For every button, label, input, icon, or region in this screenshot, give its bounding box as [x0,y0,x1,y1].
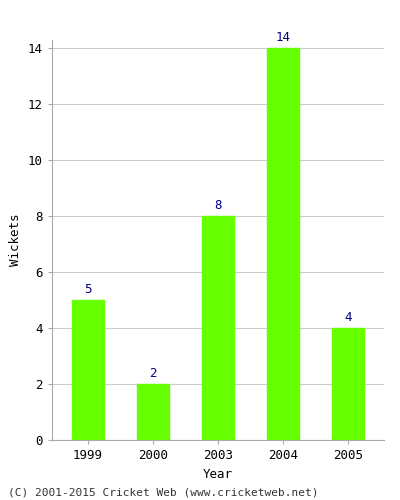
Text: 2: 2 [149,367,157,380]
Text: 4: 4 [344,311,352,324]
Text: 14: 14 [276,31,290,44]
Bar [267,48,299,440]
Text: 5: 5 [84,283,92,296]
Text: 8: 8 [214,199,222,212]
Bar [137,384,169,440]
Bar [202,216,234,440]
X-axis label: Year: Year [203,468,233,480]
Y-axis label: Wickets: Wickets [10,214,22,266]
Text: (C) 2001-2015 Cricket Web (www.cricketweb.net): (C) 2001-2015 Cricket Web (www.cricketwe… [8,488,318,498]
Bar [72,300,104,440]
Bar [332,328,364,440]
